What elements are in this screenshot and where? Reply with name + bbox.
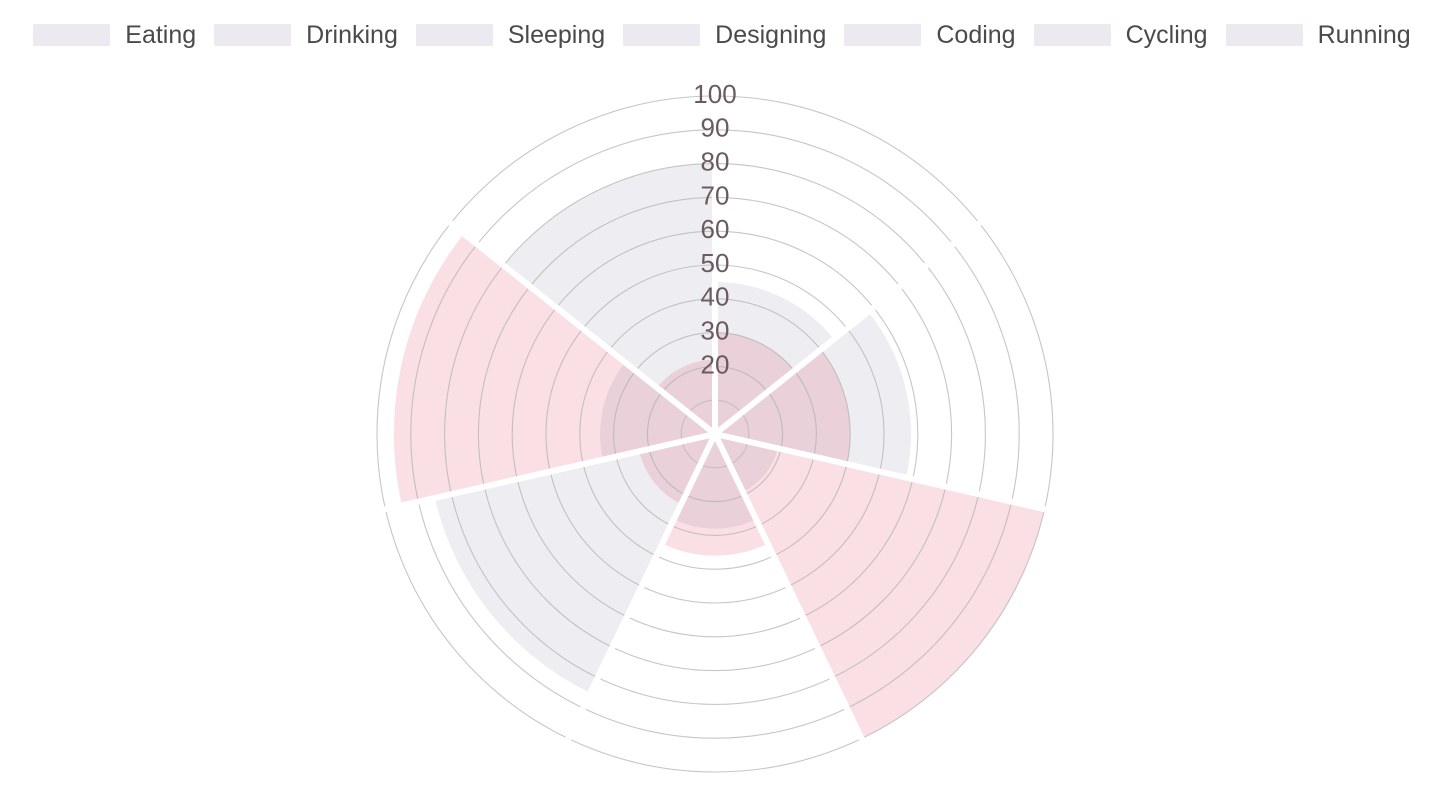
legend-item-label: Sleeping: [507, 20, 606, 49]
legend-swatch-icon: [1033, 24, 1111, 46]
legend-item-label: Coding: [936, 20, 1016, 49]
sector-running[interactable]: [503, 163, 715, 434]
sector-coding[interactable]: [434, 434, 715, 693]
legend-swatch-icon: [415, 24, 493, 46]
sectors-series-a: [434, 163, 912, 693]
sector-separator: [444, 217, 717, 437]
sector-separators: [378, 90, 1052, 746]
sector-eating[interactable]: [715, 281, 834, 434]
legend-item-label: Cycling: [1125, 20, 1208, 49]
r-tick-label-100: 100: [693, 79, 736, 109]
legend-item-cycling[interactable]: Cycling: [1033, 20, 1208, 49]
legend-swatch-icon: [1225, 24, 1303, 46]
legend-item-label: Eating: [125, 20, 197, 49]
legend-item-label: Running: [1317, 20, 1411, 49]
sector-separator: [713, 217, 986, 437]
r-tick-label-60: 60: [701, 214, 730, 244]
legend-swatch-icon: [623, 24, 701, 46]
legend-swatch-icon: [844, 24, 922, 46]
sector-sleeping[interactable]: [715, 434, 778, 492]
legend-item-running[interactable]: Running: [1225, 20, 1411, 49]
sector-sleeping[interactable]: [715, 434, 1045, 739]
legend-item-label: Designing: [715, 20, 827, 49]
r-tick-label-70: 70: [701, 180, 730, 210]
sector-designing[interactable]: [673, 434, 757, 529]
r-tick-label-20: 20: [701, 349, 730, 379]
sector-separator: [563, 432, 718, 746]
legend-item-drinking[interactable]: Drinking: [214, 20, 398, 49]
sector-drinking[interactable]: [715, 311, 912, 478]
r-tick-label-90: 90: [701, 113, 730, 143]
legend-swatch-icon: [33, 24, 111, 46]
sector-separator: [712, 432, 867, 746]
legend-item-eating[interactable]: Eating: [33, 20, 197, 49]
r-tick-label-40: 40: [701, 282, 730, 312]
legend-item-sleeping[interactable]: Sleeping: [415, 20, 606, 49]
r-tick-label-30: 30: [701, 315, 730, 345]
legend-item-designing[interactable]: Designing: [623, 20, 827, 49]
legend-item-label: Drinking: [306, 20, 398, 49]
sector-cycling[interactable]: [600, 362, 715, 460]
sector-separator: [378, 431, 716, 514]
chart-legend: Eating Drinking Sleeping Designing Coding Cyc…: [0, 0, 1444, 70]
legend-swatch-icon: [214, 24, 292, 46]
legend-item-coding[interactable]: Coding: [844, 20, 1016, 49]
r-tick-label-80: 80: [701, 146, 730, 176]
sector-separator: [714, 431, 1052, 514]
r-tick-label-50: 50: [701, 248, 730, 278]
